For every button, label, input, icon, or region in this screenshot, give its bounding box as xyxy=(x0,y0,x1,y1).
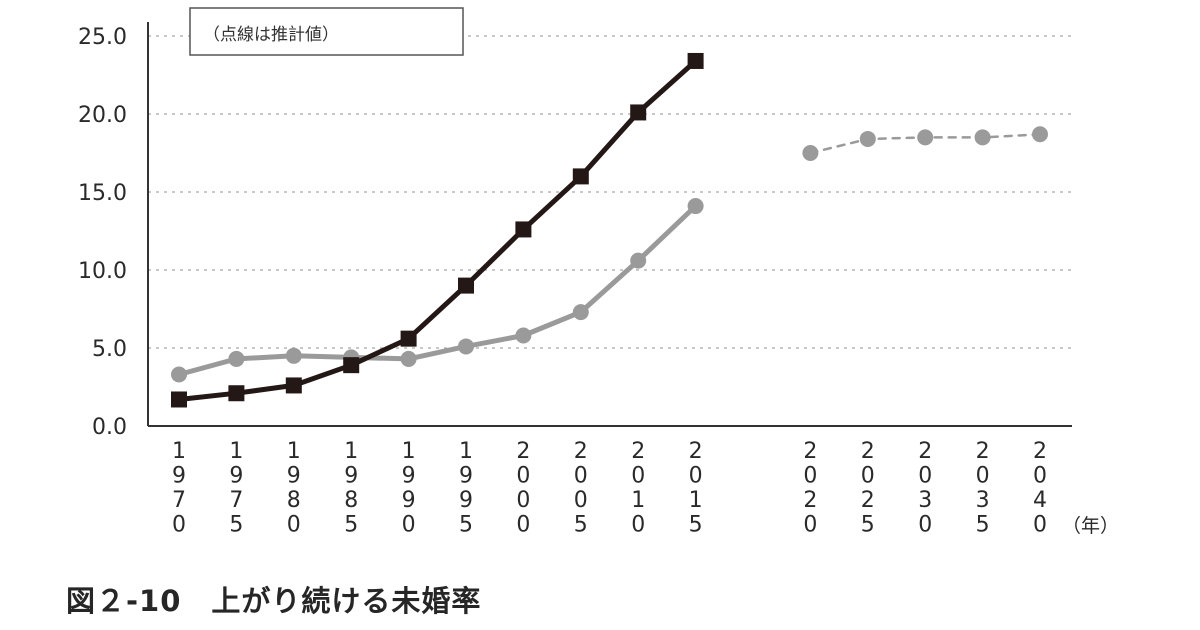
series-line xyxy=(176,203,699,377)
axes xyxy=(147,22,1072,427)
data-point xyxy=(228,385,245,402)
series-line xyxy=(176,58,699,402)
y-tick-label: 0.0 xyxy=(92,415,127,440)
data-point xyxy=(285,377,302,394)
data-point xyxy=(630,252,647,269)
data-point xyxy=(171,366,187,383)
data-point xyxy=(458,277,474,294)
y-tick-label: 25.0 xyxy=(78,25,127,50)
data-point xyxy=(687,198,704,215)
data-point xyxy=(1032,126,1048,143)
gridlines xyxy=(148,35,1072,349)
data-point xyxy=(515,327,532,344)
data-point xyxy=(400,350,417,367)
legend-box: （点線は推計値） xyxy=(189,7,464,56)
data-point xyxy=(572,304,589,321)
data-point xyxy=(974,129,991,146)
x-axis-tick-labels: 1 9 7 0 1 9 7 5 1 9 8 0 1 9 8 5 1 9 9 0 1 9 9 5 2 0 0 0 2 0 0 5 2 0 1 0 2 0 1 5… xyxy=(172,439,1047,538)
data-point xyxy=(802,145,819,161)
y-tick-label: 15.0 xyxy=(78,181,127,206)
x-axis-unit-label: （年） xyxy=(1062,515,1119,537)
data-point xyxy=(285,347,302,364)
figure-caption: 図２-10 上がり続ける未婚率 xyxy=(66,584,482,618)
y-tick-label: 10.0 xyxy=(78,259,127,284)
data-point xyxy=(630,104,647,121)
data-point xyxy=(687,52,704,69)
y-tick-label: 5.0 xyxy=(92,337,127,362)
data-point xyxy=(343,357,360,374)
series-layer xyxy=(171,52,1048,408)
data-point xyxy=(228,350,245,367)
legend-note: （点線は推計値） xyxy=(203,25,339,45)
data-point xyxy=(515,221,532,238)
y-tick-label: 20.0 xyxy=(78,103,127,128)
data-point xyxy=(917,129,934,146)
data-point xyxy=(400,330,417,347)
data-point xyxy=(572,168,589,185)
y-axis-tick-labels: 0.0 5.0 10.0 15.0 20.0 25.0 xyxy=(78,25,127,440)
data-point xyxy=(859,130,876,147)
data-point xyxy=(171,391,187,408)
legend-frame xyxy=(189,7,464,56)
data-point xyxy=(458,338,474,355)
